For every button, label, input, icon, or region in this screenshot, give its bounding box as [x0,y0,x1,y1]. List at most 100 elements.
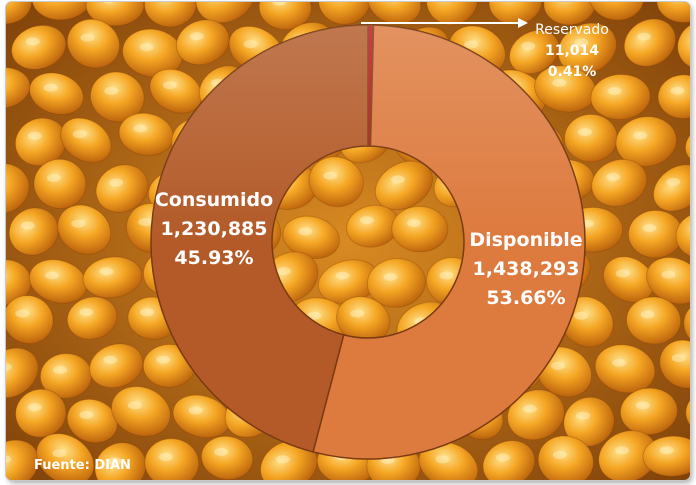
corn-kernel [591,158,648,207]
corn-kernel-highlight [158,453,173,461]
label-disponible-percent: 53.66% [486,287,565,309]
corn-kernel-highlight [140,308,154,317]
corn-kernel-highlight [390,175,405,184]
corn-kernel-highlight [670,86,685,95]
label-disponible-value: 1,438,293 [473,258,580,280]
corn-kernel [564,113,618,163]
corn-kernel [652,164,690,212]
corn-kernel-highlight [275,455,290,464]
corn-kernel-highlight [298,227,313,236]
corn-kernel-highlight [359,216,374,225]
corn-kernel-highlight [640,310,655,319]
corn-kernel-highlight [323,171,338,180]
corn-kernel [60,117,112,164]
corn-kernel [95,164,149,213]
corn-kernel-highlight [162,81,177,90]
corn-kernel-highlight [277,267,291,276]
corn-kernel [144,438,200,480]
corn-kernel [8,207,59,256]
corn-kernel-highlight [109,178,124,187]
corn-kernel-highlight [661,270,676,279]
corn-kernel [6,66,31,110]
donut-sheen [151,25,585,242]
corn-kernel-highlight [633,131,648,140]
corn-kernel-highlight [72,130,87,139]
corn-kernel-highlight [659,446,674,455]
corn-kernel-highlight [606,172,621,181]
corn-kernel [31,2,93,21]
corn-kernel [685,388,690,436]
corn-kernel-highlight [20,221,35,230]
corn-kernel-highlight [139,43,154,52]
label-reservado-name: Reservado [535,22,609,38]
corn-kernel-highlight [464,40,479,49]
corn-kernel [11,24,67,70]
corn-kernel [6,163,30,215]
corn-kernel-highlight [6,455,12,464]
corn-kernel [537,435,594,480]
corn-kernel [317,2,371,25]
label-disponible-name: Disponible [469,229,582,251]
corn-kernel [615,116,677,167]
corn-kernel-highlight [615,269,630,278]
donut-chart: Consumido 1,230,885 45.93% Disponible 1,… [6,2,690,480]
corn-kernel [508,29,560,75]
corn-kernel [57,204,112,255]
corn-kernel [619,387,678,436]
corn-kernel-highlight [46,173,61,182]
corn-kernel [623,18,677,67]
corn-kernel [94,442,147,480]
corn-kernel-highlight [636,32,651,41]
corn-kernel-highlight [214,447,229,456]
corn-kernel-highlight [574,311,588,320]
corn-kernel [642,435,690,477]
corn-kernel [563,396,615,447]
corn-kernel-highlight [523,404,537,413]
corn-kernel [659,339,690,389]
corn-kernel-highlight [27,131,42,140]
corn-kernel-highlight [15,309,30,318]
corn-kernel-highlight [551,361,565,370]
corn-kernel [675,211,690,260]
corn-kernel-highlight [552,78,567,87]
corn-kernel-highlight [383,272,398,281]
corn-kernel [482,440,536,480]
corn-kernel-highlight [521,42,536,50]
corn-kernel-highlight [133,124,148,133]
label-consumido-value: 1,230,885 [161,218,268,240]
corn-kernel-highlight [188,406,203,415]
corn-kernel [507,389,565,441]
corn-kernel [308,156,364,208]
corn-kernel [89,343,144,389]
corn-kernel-highlight [189,32,204,41]
corn-kernel [626,296,682,345]
corn-kernel-highlight [103,2,115,4]
corn-kernel-highlight [495,453,510,462]
corn-kernel-highlight [107,457,122,466]
corn-kernel [28,259,88,304]
corn-kernel-highlight [43,83,58,92]
corn-kernel [374,160,433,211]
corn-kernel [6,439,40,480]
corn-kernel [33,158,87,210]
label-reservado-percent: 0.41% [548,64,597,80]
corn-kernel-highlight [52,449,67,458]
corn-kernel [684,121,690,166]
corn-kernel-highlight [577,128,592,137]
corn-kernel-highlight [335,271,350,280]
corn-kernel-highlight [53,365,67,374]
corn-kernel-highlight [127,401,142,410]
corn-kernel-highlight [552,450,567,459]
corn-kernel [66,296,118,340]
corn-kernel [175,19,230,66]
corn-kernel-highlight [435,455,450,464]
corn-kernel [66,18,121,69]
corn-kernel-highlight [156,355,171,364]
corn-kernel-highlight [406,219,421,228]
corn-kernel-highlight [27,403,42,412]
corn-kernel-highlight [350,309,365,318]
label-consumido-name: Consumido [155,189,273,211]
corn-kernel-highlight [671,354,686,363]
corn-kernel [29,72,84,116]
corn-kernel [85,2,145,27]
